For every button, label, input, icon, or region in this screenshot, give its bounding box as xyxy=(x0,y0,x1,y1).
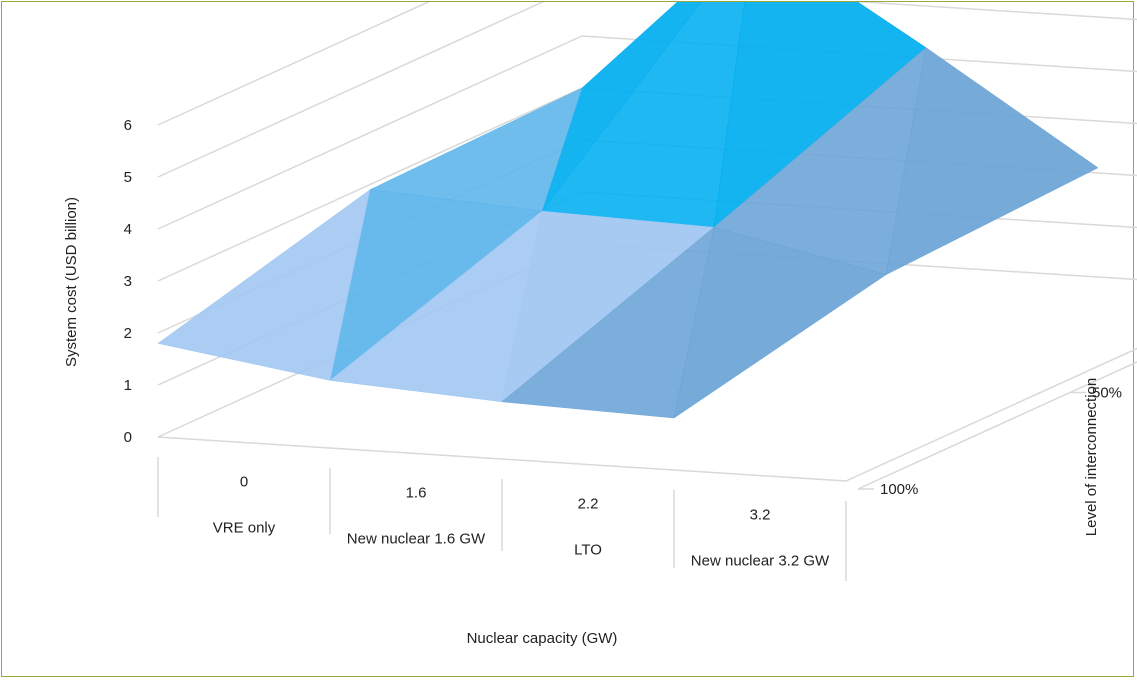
depth-axis-title: Level of interconnection xyxy=(1083,378,1100,536)
x-axis-title: Nuclear capacity (GW) xyxy=(467,630,618,647)
surface-face-1-1-b xyxy=(329,210,543,403)
gridline-4 xyxy=(157,35,1137,230)
y-tick-label-2: 2 xyxy=(124,325,132,342)
depth-tick-label-1: 50% xyxy=(1092,385,1122,402)
depth-tick-label-2: 100% xyxy=(880,481,918,498)
surface-face-1-2-b xyxy=(501,226,715,419)
y-tick-label-5: 5 xyxy=(124,169,132,186)
y-tick-label-0: 0 xyxy=(124,429,132,446)
y-axis-title: System cost (USD billion) xyxy=(63,197,80,367)
x-tick-label-0: VRE only xyxy=(213,520,276,537)
surface-face-1-0-b xyxy=(157,189,371,381)
y-tick-label-3: 3 xyxy=(124,273,132,290)
x-tick-label-3: New nuclear 3.2 GW xyxy=(691,553,830,570)
depth-axis-line xyxy=(857,361,1137,490)
floor-front-edge xyxy=(157,436,847,482)
gridline-6 xyxy=(157,2,431,126)
x-tick-value-3: 3.2 xyxy=(750,507,771,524)
x-tick-value-0: 0 xyxy=(240,474,248,491)
x-tick-label-2: LTO xyxy=(574,542,602,559)
x-tick-label-1: New nuclear 1.6 GW xyxy=(347,531,486,548)
gridline-5 xyxy=(157,2,1137,178)
floor-right-edge xyxy=(845,347,1137,482)
y-tick-label-4: 4 xyxy=(124,221,132,238)
y-tick-label-6: 6 xyxy=(124,117,132,134)
x-tick-value-2: 2.2 xyxy=(578,496,599,513)
y-tick-label-1: 1 xyxy=(124,377,132,394)
x-tick-value-1: 1.6 xyxy=(406,485,427,502)
